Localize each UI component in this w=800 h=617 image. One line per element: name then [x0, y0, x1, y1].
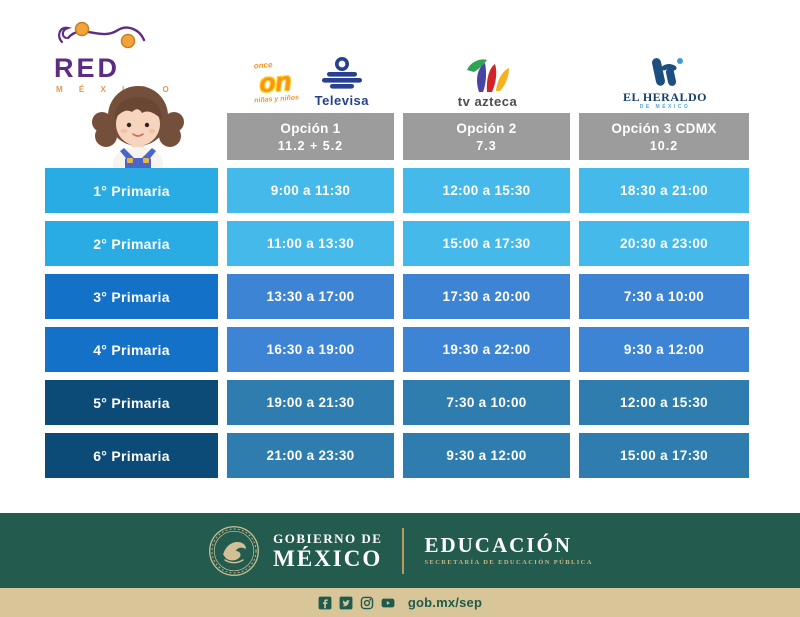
- el-heraldo-h-icon: [652, 57, 683, 86]
- time-cell: 9:00 a 11:30: [227, 168, 394, 213]
- educacion-subtitle: SECRETARÍA DE EDUCACIÓN PÚBLICA: [424, 558, 593, 566]
- educacion-wordmark: EDUCACIÓN SECRETARÍA DE EDUCACIÓN PÚBLIC…: [424, 532, 593, 567]
- time-cell: 20:30 a 23:00: [579, 221, 749, 266]
- time-cell: 16:30 a 19:00: [227, 327, 394, 372]
- time-cell: 19:30 a 22:00: [403, 327, 570, 372]
- time-cell: 11:00 a 13:30: [227, 221, 394, 266]
- el-heraldo-logo-label: EL HERALDO: [622, 89, 708, 104]
- mexico-coat-of-arms-icon: [209, 525, 260, 576]
- tvazteca-icon: [467, 58, 510, 92]
- header-channel-numbers: 7.3: [476, 138, 497, 153]
- option2-channel-logo: tv azteca: [404, 52, 571, 112]
- gobierno-de-mexico-wordmark: GOBIERNO DE MÉXICO: [273, 532, 382, 570]
- twitter-icon[interactable]: [339, 596, 353, 610]
- header-option-1: Opción 1 11.2 + 5.2: [227, 113, 394, 160]
- time-cell: 17:30 a 20:00: [403, 274, 570, 319]
- tvazteca-logo: tv azteca: [458, 56, 517, 109]
- time-cell: 9:30 a 12:00: [579, 327, 749, 372]
- grade-cell-1: 1° Primaria: [45, 168, 218, 213]
- header-channel-numbers: 10.2: [649, 138, 679, 153]
- government-footer: GOBIERNO DE MÉXICO EDUCACIÓN SECRETARÍA …: [0, 513, 800, 617]
- facebook-icon[interactable]: [318, 596, 332, 610]
- time-cell: 21:00 a 23:30: [227, 433, 394, 478]
- gob-mx-sep-link[interactable]: gob.mx/sep: [407, 595, 483, 610]
- time-cell: 12:00 a 15:30: [579, 380, 749, 425]
- header-title: Opción 3 CDMX: [611, 120, 717, 136]
- header-spacer: [45, 113, 218, 160]
- option1-channel-logos: once on niñas y niños Televisa: [228, 52, 395, 112]
- channel-logos-row: once on niñas y niños Televisa: [228, 52, 750, 112]
- televisa-logo: Televisa: [314, 56, 370, 108]
- red-mexico-logo: RED M É X I C O: [48, 16, 178, 94]
- red-logo-subtitle: M É X I C O: [56, 85, 176, 94]
- header-channel-numbers: 11.2 + 5.2: [277, 138, 344, 153]
- time-cell: 13:30 a 17:00: [227, 274, 394, 319]
- footer-social-bar: gob.mx/sep: [0, 588, 800, 617]
- footer-divider: [402, 527, 405, 574]
- grade-cell-5: 5° Primaria: [45, 380, 218, 425]
- el-heraldo-logo-sublabel: DE MÉXICO: [639, 103, 691, 110]
- time-cell: 18:30 a 21:00: [579, 168, 749, 213]
- youtube-icon[interactable]: [381, 596, 395, 610]
- time-cell: 15:00 a 17:30: [403, 221, 570, 266]
- televisa-eye-icon: [321, 56, 362, 89]
- once-logo-icon: on: [258, 65, 293, 99]
- red-mexico-swirl-icon: [58, 21, 146, 49]
- header-option-3: Opción 3 CDMX 10.2: [579, 113, 749, 160]
- grade-cell-2: 2° Primaria: [45, 221, 218, 266]
- gobierno-line1: GOBIERNO DE: [273, 530, 383, 546]
- header-title: Opción 2: [456, 120, 517, 136]
- instagram-icon[interactable]: [360, 596, 374, 610]
- header-title: Opción 1: [280, 120, 341, 136]
- time-cell: 9:30 a 12:00: [403, 433, 570, 478]
- time-cell: 12:00 a 15:30: [403, 168, 570, 213]
- footer-branding-bar: GOBIERNO DE MÉXICO EDUCACIÓN SECRETARÍA …: [0, 513, 800, 588]
- header-option-2: Opción 2 7.3: [403, 113, 570, 160]
- televisa-logo-label: Televisa: [314, 92, 370, 108]
- once-ninas-y-ninos-logo: once on niñas y niños: [252, 59, 300, 104]
- gobierno-line2: MÉXICO: [273, 545, 383, 571]
- red-logo-word: RED: [54, 53, 121, 83]
- el-heraldo-logo: EL HERALDO DE MÉXICO: [623, 55, 707, 110]
- time-cell: 7:30 a 10:00: [579, 274, 749, 319]
- grade-cell-3: 3° Primaria: [45, 274, 218, 319]
- time-cell: 19:00 a 21:30: [227, 380, 394, 425]
- grade-cell-4: 4° Primaria: [45, 327, 218, 372]
- educacion-title: EDUCACIÓN: [424, 532, 572, 557]
- schedule-table: Opción 1 11.2 + 5.2 Opción 2 7.3 Opción …: [45, 113, 749, 478]
- time-cell: 15:00 a 17:30: [579, 433, 749, 478]
- tvazteca-logo-label: tv azteca: [457, 93, 518, 109]
- option3-channel-logo: EL HERALDO DE MÉXICO: [580, 52, 750, 112]
- time-cell: 7:30 a 10:00: [403, 380, 570, 425]
- grade-cell-6: 6° Primaria: [45, 433, 218, 478]
